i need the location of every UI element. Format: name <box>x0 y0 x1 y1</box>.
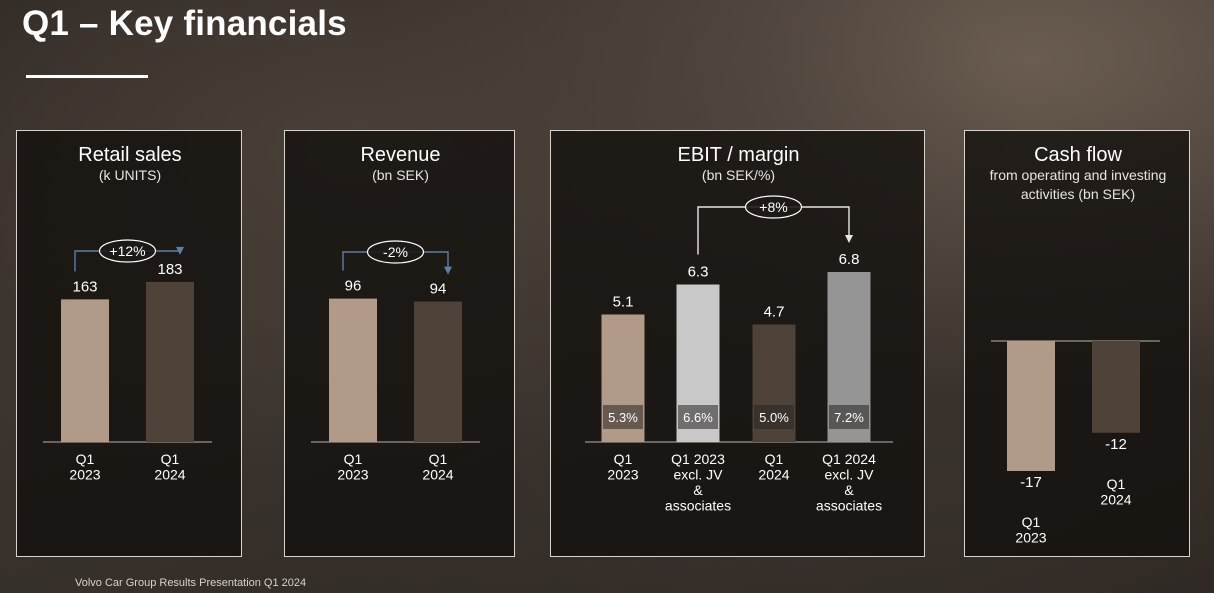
tick-label: Q1 <box>76 451 95 467</box>
data-label: 6.3 <box>688 264 709 281</box>
tick-label: Q1 2023 <box>671 451 725 467</box>
revenue-panel: Revenue (bn SEK) 96 Q1 2023 94 Q1 2024 -2% <box>284 130 515 557</box>
chart-subtitle: (bn SEK) <box>372 167 429 183</box>
footer-text: Volvo Car Group Results Presentation Q1 … <box>75 577 307 589</box>
tick-label: 2023 <box>69 467 100 483</box>
change-arrow-head <box>444 266 452 275</box>
bar <box>1092 341 1140 433</box>
chart-subtitle: activities (bn SEK) <box>1021 186 1135 202</box>
retail-sales-panel: Retail sales (k UNITS) 163 Q1 2023 183 Q1 2024 +… <box>16 130 242 557</box>
tick-label: Q1 <box>1107 476 1126 492</box>
change-badge <box>98 239 157 263</box>
tick-label: 2023 <box>607 467 638 483</box>
data-label: 5.1 <box>613 294 634 311</box>
tick-label: 2023 <box>1015 530 1046 546</box>
chart-title: Cash flow <box>1034 144 1122 166</box>
data-label: -12 <box>1105 436 1127 453</box>
data-label: 183 <box>157 261 182 278</box>
margin-badge <box>603 405 643 429</box>
data-label: 6.8 <box>839 251 860 268</box>
change-label: +12% <box>109 243 145 259</box>
chart-subtitle: from operating and investing <box>990 167 1167 183</box>
page-title: Q1 – Key financials <box>22 4 347 43</box>
data-label: 94 <box>430 281 447 298</box>
tick-label: 2024 <box>758 467 789 483</box>
tick-label: 2024 <box>422 467 453 483</box>
cash-flow-panel: Cash flow from operating and investing act… <box>964 130 1190 557</box>
tick-label: Q1 <box>429 451 448 467</box>
tick-label: associates <box>665 498 731 514</box>
change-arrow-head <box>845 235 853 243</box>
margin-badge <box>754 405 794 429</box>
margin-label: 5.0% <box>759 410 789 425</box>
tick-label: Q1 2024 <box>822 451 876 467</box>
tick-label: Q1 <box>161 451 180 467</box>
change-badge <box>744 195 803 219</box>
tick-label: excl. JV <box>824 467 874 483</box>
bar <box>1007 341 1055 471</box>
tick-label: excl. JV <box>673 467 723 483</box>
retail-sales-chart: Retail sales(k UNITS)163Q12023183Q12024+… <box>43 144 212 483</box>
change-arrow-head <box>176 246 184 255</box>
ebit-margin-panel: EBIT / margin (bn SEK/%) 5.1 5.3% Q1 2023 6.3 6… <box>550 130 925 557</box>
change-badge <box>366 240 425 264</box>
chart-title: EBIT / margin <box>678 144 800 166</box>
margin-label: 6.6% <box>683 410 713 425</box>
change-label: -2% <box>383 244 408 260</box>
margin-label: 7.2% <box>834 410 864 425</box>
data-label: 96 <box>345 278 362 295</box>
data-label: 4.7 <box>764 304 785 321</box>
tick-label: & <box>693 482 703 498</box>
title-underline <box>26 75 148 78</box>
chart-subtitle: (k UNITS) <box>99 167 161 183</box>
bar <box>414 301 462 442</box>
tick-label: Q1 <box>765 451 784 467</box>
ebit-margin-chart: EBIT / margin(bn SEK/%)5.15.3%Q120236.36… <box>585 144 893 514</box>
tick-label: associates <box>816 498 882 514</box>
data-label: -17 <box>1020 474 1042 491</box>
tick-label: 2024 <box>1100 491 1131 507</box>
bar <box>329 298 377 442</box>
chart-subtitle: (bn SEK/%) <box>702 167 775 183</box>
tick-label: 2023 <box>337 467 368 483</box>
change-label: +8% <box>759 199 787 215</box>
tick-label: & <box>844 482 854 498</box>
data-label: 163 <box>72 278 97 295</box>
margin-label: 5.3% <box>608 410 638 425</box>
chart-title: Revenue <box>360 144 440 166</box>
chart-title: Retail sales <box>78 144 181 166</box>
tick-label: Q1 <box>344 451 363 467</box>
margin-badge <box>829 405 869 429</box>
margin-badge <box>678 405 718 429</box>
tick-label: Q1 <box>1022 514 1041 530</box>
bar <box>146 281 194 442</box>
tick-label: 2024 <box>154 467 185 483</box>
tick-label: Q1 <box>614 451 633 467</box>
bar <box>61 299 109 442</box>
